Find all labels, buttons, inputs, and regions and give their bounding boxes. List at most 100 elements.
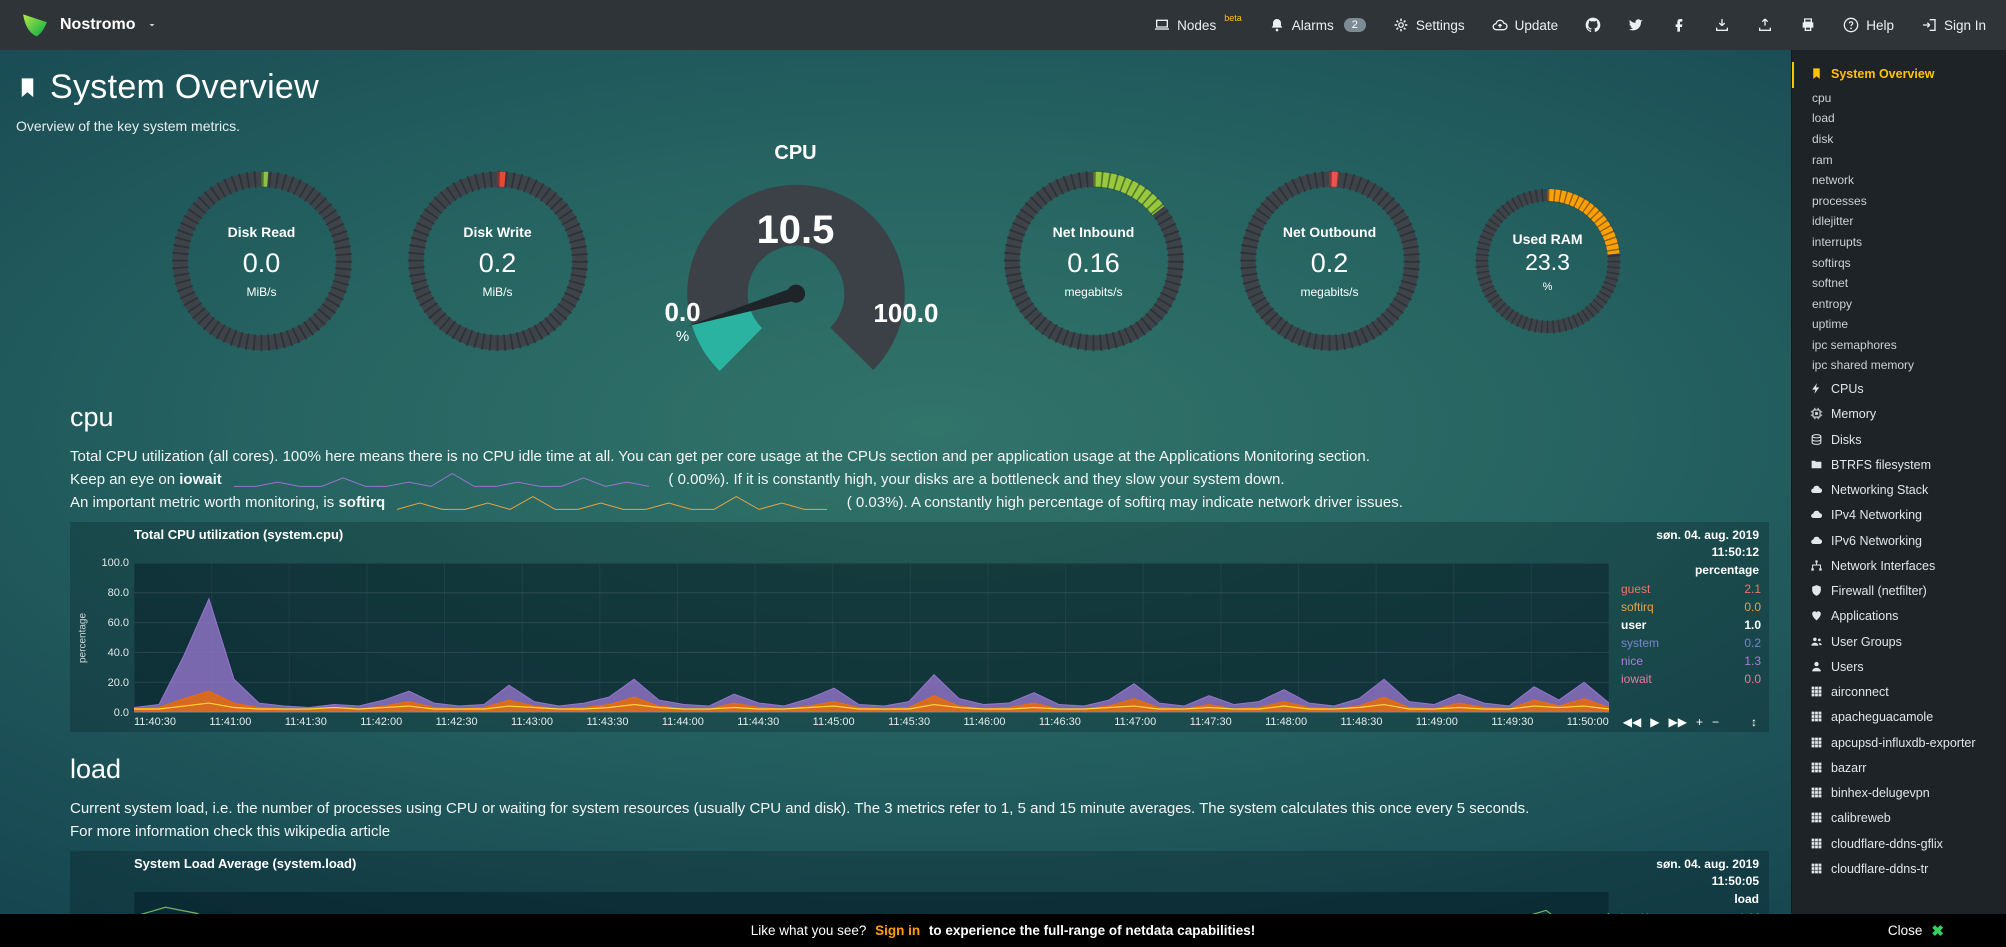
zoom-out-button[interactable]: − [1711, 714, 1719, 729]
legend-row-guest[interactable]: guest 2.1 [1621, 581, 1761, 596]
export-button[interactable] [1714, 17, 1730, 33]
sidebar-item-cpus[interactable]: CPUs [1792, 377, 2006, 402]
sidebar-item-bazarr[interactable]: bazarr [1792, 755, 2006, 780]
sidebar-item-memory[interactable]: Memory [1792, 402, 2006, 427]
sidebar-item-label: bazarr [1831, 760, 1867, 775]
sidebar-item-firewall-netfilter-[interactable]: Firewall (netfilter) [1792, 579, 2006, 604]
banner-signin-link[interactable]: Sign in [875, 923, 921, 938]
sidebar-item-ipc-semaphores[interactable]: ipc semaphores [1792, 335, 2006, 356]
gauge-disk-write[interactable]: Disk Write 0.2 MiB/s [405, 168, 591, 354]
sidebar-item-applications[interactable]: Applications [1792, 604, 2006, 629]
alarms-button[interactable]: Alarms 2 [1269, 17, 1366, 33]
sidebar-item-calibreweb[interactable]: calibreweb [1792, 806, 2006, 831]
gauge-min: 0.0 % [664, 297, 701, 345]
gear-icon [1393, 17, 1409, 33]
pan-forward-button[interactable]: ▶▶ [1668, 714, 1687, 729]
sidebar-item-network[interactable]: network [1792, 171, 2006, 192]
gauge-net-outbound[interactable]: Net Outbound 0.2 megabits/s [1237, 168, 1423, 354]
sidebar-item-load[interactable]: load [1792, 109, 2006, 130]
sidebar-item-label: cpu [1812, 90, 1832, 105]
chart-legend: percentage guest 2.1 softirq 0.0 user 1.0 syst… [1621, 562, 1761, 686]
sidebar-item-processes[interactable]: processes [1792, 191, 2006, 212]
gauge-unit: megabits/s [1300, 285, 1359, 300]
section-heading-load: load [70, 753, 122, 784]
banner-close-button[interactable]: Close ✖ [1887, 922, 1944, 940]
sidebar-item-cloudflare-ddns-gflix[interactable]: cloudflare-ddns-gflix [1792, 831, 2006, 856]
sidebar-item-network-interfaces[interactable]: Network Interfaces [1792, 553, 2006, 578]
github-button[interactable] [1585, 17, 1601, 33]
legend-row-iowait[interactable]: iowait 0.0 [1621, 671, 1761, 686]
chart-plot-area[interactable] [134, 562, 1609, 713]
heart-icon [1810, 609, 1823, 622]
zoom-in-button[interactable]: + [1695, 714, 1703, 729]
legend-row-softirq[interactable]: softirq 0.0 [1621, 599, 1761, 614]
sidebar-item-idlejitter[interactable]: idlejitter [1792, 212, 2006, 233]
banner-message: Like what you see? Sign in to experience… [750, 923, 1256, 938]
pan-backward-button[interactable]: ◀◀ [1622, 714, 1642, 729]
print-button[interactable] [1800, 17, 1816, 33]
iowait-sparkline[interactable] [234, 472, 649, 488]
sidebar-item-label: apacheguacamole [1831, 710, 1934, 725]
sidebar-item-uptime[interactable]: uptime [1792, 315, 2006, 336]
twitter-button[interactable] [1628, 17, 1644, 33]
users-icon [1810, 635, 1823, 648]
gauge-unit: % [675, 327, 690, 345]
nodes-button[interactable]: Nodes beta [1154, 13, 1242, 33]
bookmark-icon [16, 73, 39, 102]
sidebar-item-cpu[interactable]: cpu [1792, 88, 2006, 109]
sidebar-item-apacheguacamole[interactable]: apacheguacamole [1792, 705, 2006, 730]
gauge-cpu[interactable]: CPU 10.5 0.0 % 100.0 [645, 142, 947, 380]
sidebar-item-system-overview[interactable]: System Overview [1792, 62, 2006, 89]
grid-icon [1810, 862, 1823, 875]
download-icon [1714, 17, 1730, 33]
sidebar-item-label: IPv4 Networking [1831, 508, 1923, 523]
sidebar-item-ipv4-networking[interactable]: IPv4 Networking [1792, 503, 2006, 528]
sidebar-item-ipc-shared-memory[interactable]: ipc shared memory [1792, 356, 2006, 377]
sidebar-item-interrupts[interactable]: interrupts [1792, 232, 2006, 253]
sidebar-item-disks[interactable]: Disks [1792, 427, 2006, 452]
signin-button[interactable]: Sign In [1921, 17, 1986, 33]
chart-title: System Load Average (system.load) [134, 856, 357, 872]
gauge-label: Net Inbound [1052, 223, 1135, 240]
legend-row-user[interactable]: user 1.0 [1621, 617, 1761, 632]
sidebar-list: System Overview cpu load disk ram network proc… [1792, 62, 2006, 882]
load-description: Current system load, i.e. the number of … [70, 799, 1530, 840]
sidebar-item-users[interactable]: Users [1792, 654, 2006, 679]
sidebar-item-label: Networking Stack [1831, 483, 1929, 498]
sidebar-item-label: Memory [1831, 407, 1877, 422]
gauge-used-ram[interactable]: Used RAM 23.3% [1473, 186, 1623, 336]
beta-badge: beta [1224, 13, 1242, 23]
sidebar-item-airconnect[interactable]: airconnect [1792, 680, 2006, 705]
sidebar-item-ipv6-networking[interactable]: IPv6 Networking [1792, 528, 2006, 553]
legend-row-system[interactable]: system 0.2 [1621, 635, 1761, 650]
sidebar-item-entropy[interactable]: entropy [1792, 294, 2006, 315]
sidebar-item-softirqs[interactable]: softirqs [1792, 253, 2006, 274]
sidebar-item-apcupsd-influxdb-exporter[interactable]: apcupsd-influxdb-exporter [1792, 730, 2006, 755]
sidebar-item-disk[interactable]: disk [1792, 129, 2006, 150]
sidebar-item-softnet[interactable]: softnet [1792, 274, 2006, 295]
sidebar-item-btrfs-filesystem[interactable]: BTRFS filesystem [1792, 452, 2006, 477]
legend-row-nice[interactable]: nice 1.3 [1621, 653, 1761, 668]
alarms-count-badge: 2 [1343, 18, 1366, 32]
softirq-sparkline[interactable] [397, 495, 827, 511]
sidebar-item-user-groups[interactable]: User Groups [1792, 629, 2006, 654]
sidebar-item-label: airconnect [1831, 685, 1889, 700]
import-button[interactable] [1757, 17, 1773, 33]
update-button[interactable]: Update [1492, 17, 1558, 33]
cloud-update-icon [1492, 17, 1508, 33]
cpu-chart[interactable]: Total CPU utilization (system.cpu) søn. … [70, 522, 1769, 732]
settings-button[interactable]: Settings [1393, 17, 1465, 33]
node-menu[interactable]: Nostromo [20, 10, 158, 40]
sidebar-item-networking-stack[interactable]: Networking Stack [1792, 478, 2006, 503]
resize-handle[interactable]: ↕ [1751, 714, 1757, 729]
help-button[interactable]: Help [1843, 17, 1894, 33]
chart-yticks: 100.0 80.0 60.0 40.0 20.0 0.0 [101, 556, 129, 719]
gauge-disk-read[interactable]: Disk Read 0.0 MiB/s [169, 168, 355, 354]
sidebar-item-cloudflare-ddns-tr[interactable]: cloudflare-ddns-tr [1792, 856, 2006, 881]
play-button[interactable]: ▶ [1650, 714, 1660, 729]
sidebar-item-ram[interactable]: ram [1792, 150, 2006, 171]
gauge-net-inbound[interactable]: Net Inbound 0.16 megabits/s [1001, 168, 1187, 354]
sidebar-item-binhex-delugevpn[interactable]: binhex-delugevpn [1792, 781, 2006, 806]
cpu-description-softirq: An important metric worth monitoring, is… [70, 493, 1403, 511]
facebook-button[interactable] [1671, 17, 1687, 33]
